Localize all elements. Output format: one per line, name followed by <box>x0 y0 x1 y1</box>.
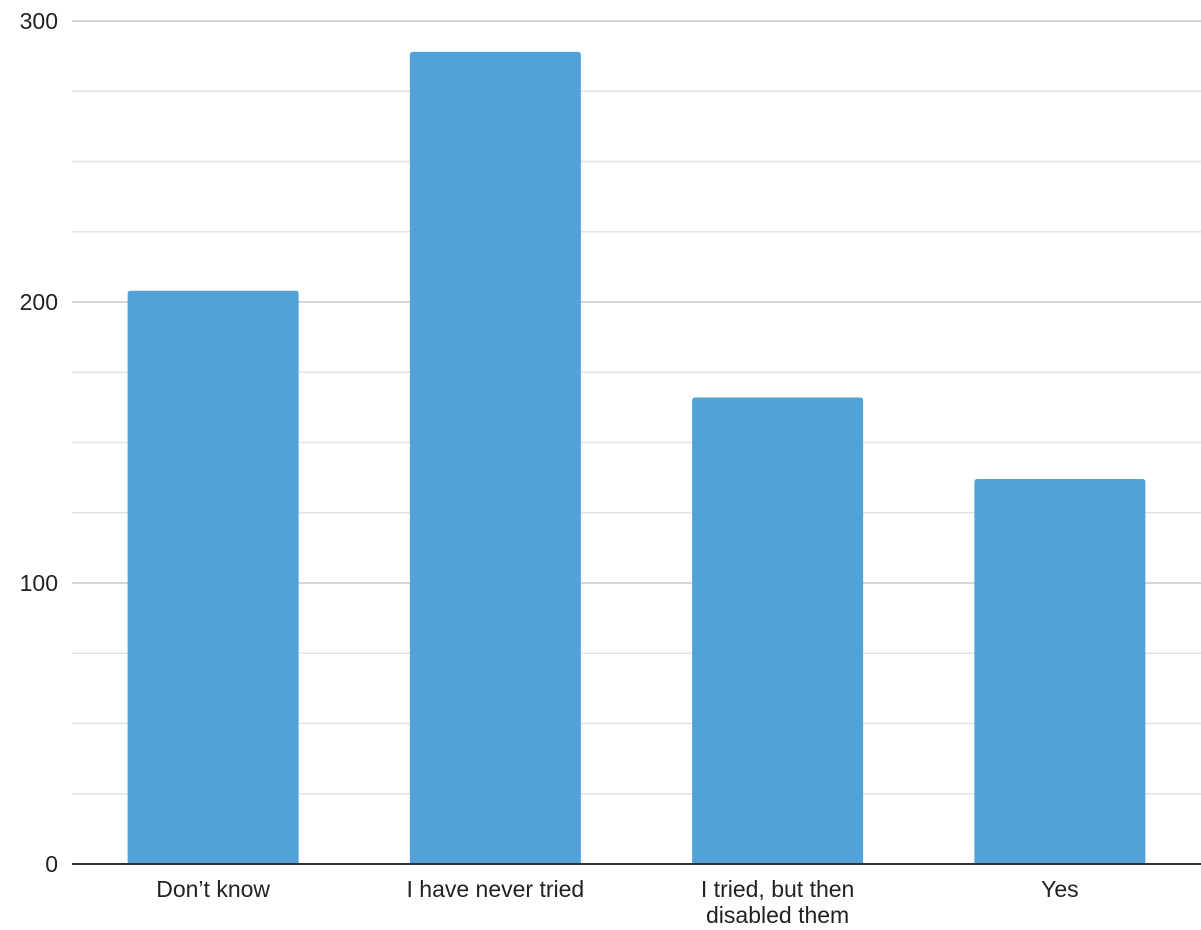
x-axis-category-labels: Don’t know I have never tried I tried, but… <box>156 876 1078 928</box>
x-category-label-line: Yes <box>1041 876 1079 902</box>
bar <box>692 397 864 864</box>
bars <box>127 51 1146 865</box>
x-category-label: I tried, but then disabled them <box>701 876 854 928</box>
x-category-label: I have never tried <box>407 876 585 902</box>
x-category-label: Don’t know <box>156 876 270 902</box>
bar <box>409 51 581 865</box>
y-axis-tick-labels: 0 100 200 300 <box>20 8 58 877</box>
y-tick-label: 100 <box>20 570 58 596</box>
x-category-label: Yes <box>1041 876 1079 902</box>
y-tick-label: 0 <box>45 851 58 877</box>
x-category-label-line: disabled them <box>706 902 849 928</box>
y-tick-label: 200 <box>20 289 58 315</box>
x-category-label-line: I tried, but then <box>701 876 854 902</box>
x-category-label-line: Don’t know <box>156 876 270 902</box>
y-tick-label: 300 <box>20 8 58 34</box>
bar <box>974 479 1146 864</box>
x-category-label-line: I have never tried <box>407 876 585 902</box>
bar <box>127 290 299 864</box>
